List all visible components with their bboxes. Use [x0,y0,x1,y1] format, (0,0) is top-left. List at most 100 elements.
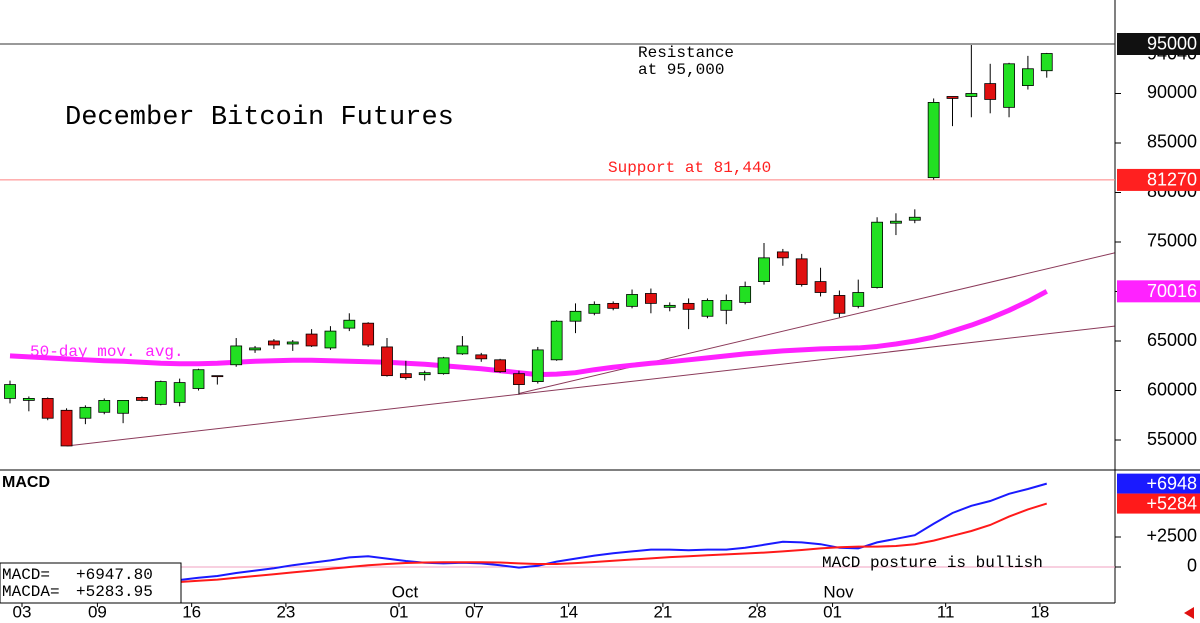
y-tick-label: 90000 [1147,82,1197,102]
candle-body [776,251,789,259]
candle-body [494,359,507,373]
candle-body [833,295,846,314]
legend-label: MACDA= [2,583,60,601]
x-tick-label: 01 [823,602,842,621]
macd-tag-box [1117,493,1200,514]
candle-body [117,400,129,414]
level-tag-box [1117,168,1200,191]
candle-body [758,257,770,283]
x-tick-label: 09 [88,602,107,621]
candle-body [946,96,959,99]
macd-line [179,482,1048,581]
x-tick-label: 21 [653,602,672,621]
candle-body [890,220,902,224]
candle-body [513,373,525,385]
candle-body [682,302,695,310]
candle-body [569,310,582,322]
macd-tag-box [1117,473,1200,494]
level-tag: 95000 [1147,34,1197,54]
candle-body [1040,53,1053,72]
candle-body [98,400,111,413]
legend-value: +6947.80 [76,566,153,584]
candle-body [607,302,620,309]
macd-tag: +6948 [1146,473,1197,493]
annotation: Resistance [638,44,734,62]
y-tick-label: 60000 [1147,379,1197,399]
candle-body [720,300,733,311]
candle-body [852,292,865,307]
candle-body [739,286,752,303]
candle-body [381,346,393,377]
candle-body [286,341,299,345]
candle-body [795,258,808,285]
candle-body [343,319,356,329]
candle-body [531,349,544,382]
candle-body [267,340,280,346]
candle-body [1022,68,1034,86]
macd-line [179,502,1048,583]
y-tick-label: +2500 [1146,526,1197,546]
x-tick-label: 07 [465,602,484,621]
x-tick-label: 23 [276,602,295,621]
month-label: Nov [823,582,854,601]
candle-body [230,345,243,366]
candle-body [626,294,638,307]
trendline [518,252,1115,394]
candle-body [871,221,883,288]
y-tick-label: 65000 [1147,330,1197,350]
legend-value: +5283.95 [76,583,153,601]
legend-label: MACD= [2,566,50,584]
y-tick-label: 55000 [1147,429,1197,449]
candle-body [22,398,35,401]
ma-tag-box [1117,280,1200,303]
candle-body [192,369,205,389]
candle-body [173,382,186,403]
candle-body [437,357,450,375]
annotation: Support at 81,440 [608,159,771,177]
month-label: Oct [392,582,419,601]
x-tick-label: 28 [748,602,767,621]
trendline [66,325,1115,447]
candle-body [4,384,16,399]
candle-body [927,102,940,179]
candle-body [211,375,224,378]
candle-body [645,293,657,304]
chart-title: December Bitcoin Futures [65,103,454,133]
candle-body [79,406,92,419]
x-tick-label: 01 [390,602,409,621]
x-tick-label: 18 [1030,602,1049,621]
x-tick-label: 11 [937,602,955,621]
candle-body [154,381,167,405]
candle-body [60,409,73,447]
candle-body [814,281,827,293]
level-tag: 81270 [1147,170,1197,190]
ma-tag: 70016 [1147,281,1197,301]
candle-body [362,322,375,346]
candle-body [1003,63,1015,108]
x-tick-label: 14 [559,602,578,621]
annotation: MACD posture is bullish [822,554,1043,572]
candle-body [701,300,714,317]
scroll-arrow[interactable] [1184,607,1194,619]
candle-body [324,330,337,349]
candle-body [249,347,261,351]
candle-body [965,93,978,97]
candle-body [475,354,488,360]
candle-body [456,345,469,355]
moving-average [9,289,1048,378]
y-tick-label: 75000 [1147,231,1197,251]
panel-title: MACD [2,474,50,491]
level-tag-box [1117,32,1200,55]
candle-body [418,372,431,376]
candle-body [136,397,148,401]
candle-body [305,333,318,347]
x-tick-label: 16 [182,602,201,621]
series-label: 50-day mov. avg. [30,343,184,361]
candle-body [588,303,601,314]
y-tick-label: 0 [1187,556,1197,576]
candle-body [908,216,921,221]
candle-body [550,320,563,361]
candle-body [41,398,54,419]
x-tick-label: 03 [13,602,32,621]
